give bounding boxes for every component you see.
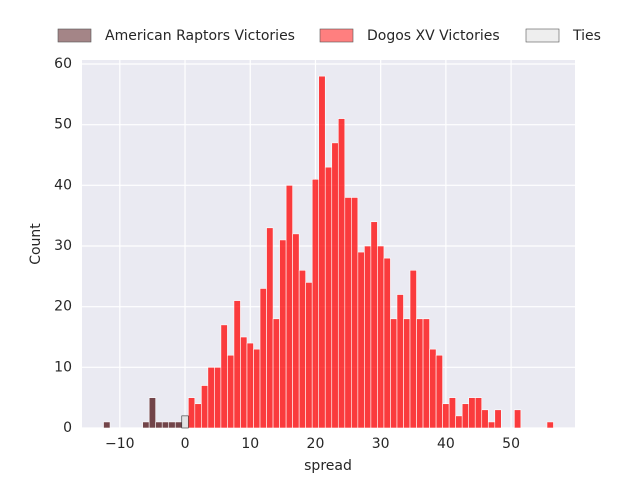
bar bbox=[227, 354, 235, 429]
bar bbox=[298, 269, 306, 429]
bar bbox=[194, 403, 202, 429]
bar bbox=[240, 336, 248, 429]
bar bbox=[292, 233, 300, 429]
bar bbox=[351, 197, 359, 429]
bar bbox=[403, 318, 411, 429]
bar bbox=[344, 197, 352, 429]
x-tick-label: 30 bbox=[372, 436, 390, 452]
bar bbox=[474, 397, 483, 429]
legend-label: Ties bbox=[572, 28, 601, 44]
bar bbox=[259, 288, 267, 429]
bar bbox=[429, 348, 437, 429]
x-tick-label: 40 bbox=[437, 436, 455, 452]
bar bbox=[468, 397, 476, 429]
y-tick-label: 50 bbox=[54, 117, 72, 133]
bar bbox=[461, 403, 470, 429]
bar bbox=[148, 397, 156, 429]
x-tick-label: 20 bbox=[307, 436, 325, 452]
bar bbox=[318, 75, 326, 429]
bar bbox=[364, 245, 372, 429]
bar bbox=[546, 421, 554, 429]
bar bbox=[455, 415, 463, 429]
y-tick-label: 60 bbox=[54, 56, 72, 72]
bar bbox=[331, 142, 339, 429]
bar bbox=[201, 385, 209, 429]
bar bbox=[435, 354, 443, 429]
bar bbox=[442, 403, 450, 429]
bar bbox=[422, 318, 430, 429]
bar bbox=[246, 342, 254, 429]
bar bbox=[487, 421, 496, 429]
bar bbox=[142, 421, 150, 429]
legend-label: Dogos XV Victories bbox=[367, 28, 500, 44]
bar bbox=[370, 221, 378, 429]
y-tick-label: 0 bbox=[63, 420, 72, 436]
bar bbox=[311, 178, 320, 429]
y-axis-label: Count bbox=[28, 223, 44, 265]
bar bbox=[481, 409, 489, 429]
y-tick-label: 30 bbox=[54, 238, 72, 254]
bar bbox=[272, 318, 280, 429]
bar bbox=[305, 282, 313, 429]
legend-swatch bbox=[525, 28, 560, 43]
bar bbox=[214, 367, 222, 429]
bar bbox=[266, 227, 274, 429]
bar bbox=[174, 421, 183, 429]
bar bbox=[337, 118, 346, 429]
bar bbox=[285, 185, 293, 429]
x-tick-label: −10 bbox=[105, 436, 135, 452]
bar bbox=[494, 409, 502, 429]
bar bbox=[181, 415, 189, 429]
legend-swatch bbox=[57, 28, 92, 43]
y-tick-label: 20 bbox=[54, 299, 72, 315]
bar bbox=[161, 421, 170, 429]
bar bbox=[220, 324, 228, 429]
bar bbox=[253, 348, 261, 429]
x-tick-label: 50 bbox=[502, 436, 520, 452]
bar bbox=[168, 421, 176, 429]
bar bbox=[416, 318, 424, 429]
bar bbox=[155, 421, 163, 429]
bar bbox=[390, 318, 398, 429]
bar bbox=[187, 397, 196, 429]
bar bbox=[357, 251, 365, 429]
y-tick-label: 10 bbox=[54, 359, 72, 375]
bar bbox=[324, 166, 333, 429]
x-tick-label: 0 bbox=[181, 436, 190, 452]
bar bbox=[377, 245, 385, 429]
bar bbox=[448, 397, 456, 429]
bar bbox=[233, 300, 241, 429]
bar bbox=[279, 239, 287, 429]
bar bbox=[396, 294, 404, 429]
y-tick-label: 40 bbox=[54, 177, 72, 193]
legend-label: American Raptors Victories bbox=[105, 28, 295, 44]
x-tick-label: 10 bbox=[241, 436, 259, 452]
bar bbox=[514, 409, 522, 429]
bar bbox=[383, 257, 391, 429]
x-axis-label: spread bbox=[304, 458, 352, 474]
bar bbox=[409, 269, 417, 429]
legend-swatch bbox=[319, 28, 354, 43]
bar bbox=[103, 421, 111, 429]
bar bbox=[207, 367, 215, 429]
